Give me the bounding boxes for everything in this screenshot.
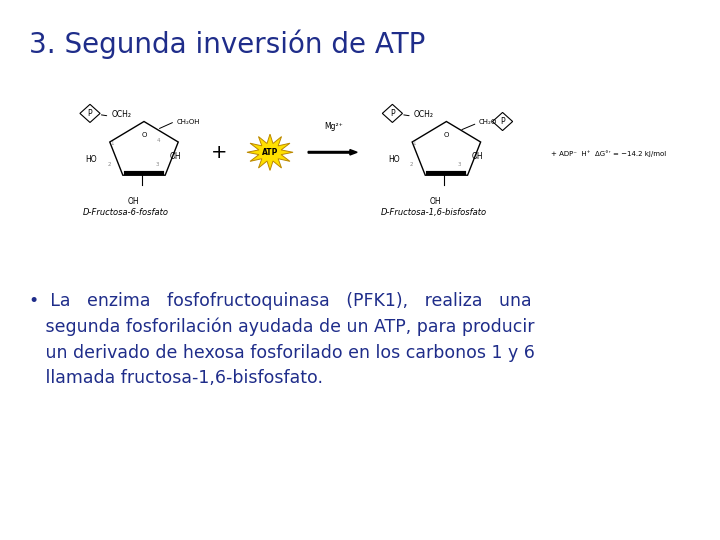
Text: Mg²⁺: Mg²⁺ xyxy=(324,122,343,131)
Text: OCH₂: OCH₂ xyxy=(414,110,434,119)
Polygon shape xyxy=(412,122,481,175)
Text: HO: HO xyxy=(388,155,400,164)
Text: 2: 2 xyxy=(108,162,111,167)
Text: 1: 1 xyxy=(413,140,415,146)
Text: 4: 4 xyxy=(157,138,160,143)
Text: OH: OH xyxy=(472,152,483,161)
Text: 3. Segunda inversión de ATP: 3. Segunda inversión de ATP xyxy=(29,30,426,59)
Text: CH₂O: CH₂O xyxy=(479,118,497,125)
Polygon shape xyxy=(80,104,100,123)
Text: 1: 1 xyxy=(110,140,113,146)
FancyArrow shape xyxy=(308,150,357,155)
Text: O: O xyxy=(444,132,449,138)
Text: P: P xyxy=(88,109,92,118)
Text: P: P xyxy=(390,109,395,118)
Polygon shape xyxy=(382,104,402,123)
Polygon shape xyxy=(109,122,179,175)
Text: OCH₂: OCH₂ xyxy=(112,110,132,119)
Text: 3: 3 xyxy=(156,162,158,167)
Text: P: P xyxy=(500,117,505,126)
Text: ATP: ATP xyxy=(262,148,278,157)
Text: CH₂OH: CH₂OH xyxy=(176,118,200,125)
Text: +: + xyxy=(212,143,228,162)
Polygon shape xyxy=(492,112,513,131)
Text: D-Fructosa-1,6-bisfosfato: D-Fructosa-1,6-bisfosfato xyxy=(380,208,487,217)
Text: 2: 2 xyxy=(410,162,413,167)
Text: D-Fructosa-6-fosfato: D-Fructosa-6-fosfato xyxy=(83,208,169,217)
Text: O: O xyxy=(141,132,147,138)
Text: 3: 3 xyxy=(458,162,461,167)
Text: + ADP⁻  H⁺  ΔG°’ = −14.2 kJ/mol: + ADP⁻ H⁺ ΔG°’ = −14.2 kJ/mol xyxy=(551,151,666,157)
Text: OH: OH xyxy=(430,197,441,206)
Text: HO: HO xyxy=(86,155,97,164)
Text: OH: OH xyxy=(169,152,181,161)
Text: •  La   enzima   fosfofructoquinasa   (PFK1),   realiza   una
   segunda fosfori: • La enzima fosfofructoquinasa (PFK1), r… xyxy=(29,292,535,388)
Polygon shape xyxy=(247,134,293,171)
Text: OH: OH xyxy=(127,197,139,206)
